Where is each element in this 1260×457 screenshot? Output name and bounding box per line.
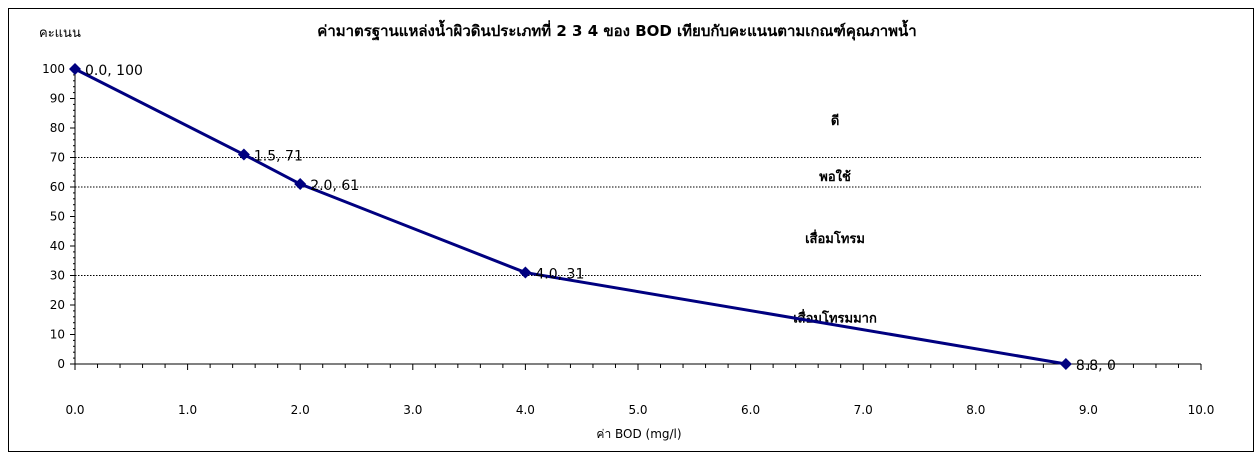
chart-title: ค่ามาตรฐานแหล่งน้ำผิวดินประเภทที่ 2 3 4 … — [317, 19, 916, 41]
y-tick-label: 10 — [50, 328, 65, 342]
x-tick-label: 1.0 — [178, 403, 197, 417]
data-label: 8.8, 0 — [1076, 358, 1116, 374]
data-point — [519, 266, 532, 279]
data-point — [237, 148, 250, 161]
y-tick-label: 80 — [50, 121, 65, 135]
data-label: 2.0, 61 — [310, 178, 359, 194]
data-label: 4.0, 31 — [535, 267, 584, 283]
chart-frame: ค่ามาตรฐานแหล่งน้ำผิวดินประเภทที่ 2 3 4 … — [8, 8, 1254, 452]
data-point — [1059, 358, 1072, 370]
zone-label-0: ดี — [831, 113, 839, 129]
series-line-0 — [74, 67, 1067, 366]
x-tick-label: 4.0 — [516, 403, 535, 417]
x-axis-label: ค่า BOD (mg/l) — [596, 427, 681, 441]
x-tick-label: 0.0 — [65, 403, 84, 417]
y-tick-label: 30 — [50, 269, 65, 283]
data-label: 0.0, 100 — [85, 63, 143, 79]
data-point — [69, 63, 81, 75]
y-tick-label: 70 — [50, 151, 65, 165]
zone-label-2: เสื่อมโทรม — [805, 229, 865, 247]
x-tick-label: 10.0 — [1188, 403, 1215, 417]
y-tick-label: 100 — [42, 62, 65, 76]
x-tick-label: 9.0 — [1079, 403, 1098, 417]
y-tick-label: 50 — [50, 210, 65, 224]
data-label: 1.5, 71 — [254, 149, 303, 165]
zone-label-1: พอใช้ — [819, 168, 851, 185]
data-point — [294, 178, 307, 191]
x-tick-label: 5.0 — [628, 403, 647, 417]
y-tick-label: 0 — [57, 357, 65, 371]
y-axis-label: คะแนน — [39, 26, 81, 41]
y-tick-label: 20 — [50, 298, 65, 312]
x-tick-label: 6.0 — [741, 403, 760, 417]
x-tick-label: 2.0 — [291, 403, 310, 417]
x-tick-label: 8.0 — [966, 403, 985, 417]
y-tick-label: 40 — [50, 239, 65, 253]
y-tick-label: 60 — [50, 180, 65, 194]
chart-svg: ค่ามาตรฐานแหล่งน้ำผิวดินประเภทที่ 2 3 4 … — [39, 19, 1214, 441]
x-tick-label: 7.0 — [854, 403, 873, 417]
x-tick-label: 3.0 — [403, 403, 422, 417]
y-tick-label: 90 — [50, 92, 65, 106]
plot-area: 0 10 20 30 40 50 60 70 80 90 100 0.0 1.0 2.0 3.0 4.0 5.0… — [42, 62, 1214, 417]
